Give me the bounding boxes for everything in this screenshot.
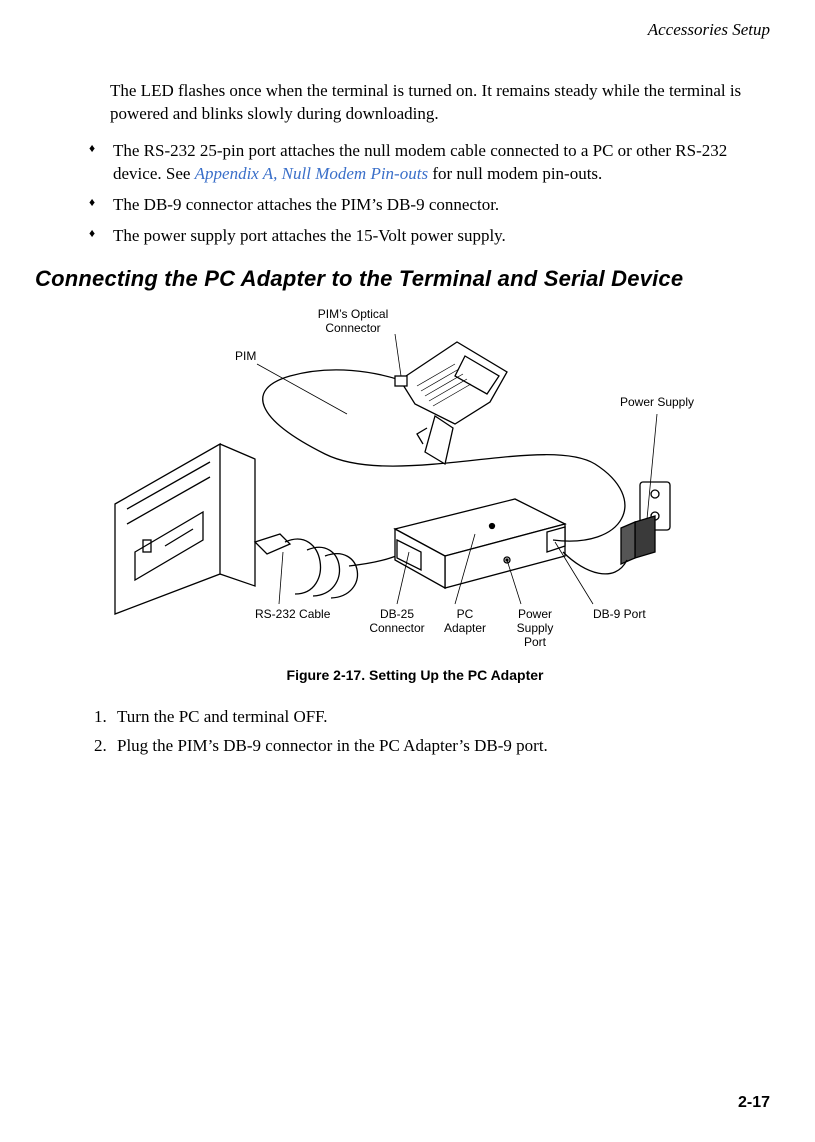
bullet-text-pre: The power supply port attaches the 15-Vo… bbox=[113, 226, 506, 245]
section-heading: Connecting the PC Adapter to the Termina… bbox=[35, 266, 775, 292]
figure-caption: Figure 2-17. Setting Up the PC Adapter bbox=[55, 667, 775, 683]
figure-label-psport-1: Power bbox=[518, 607, 552, 621]
step-item: Plug the PIM’s DB-9 connector in the PC … bbox=[111, 734, 775, 758]
running-header: Accessories Setup bbox=[55, 20, 775, 40]
figure-label-pim: PIM bbox=[235, 349, 256, 363]
figure: PIM PIM’s Optical Connector Power Supply… bbox=[95, 294, 735, 659]
bullet-text-post: for null modem pin-outs. bbox=[428, 164, 602, 183]
figure-label-db25-1: DB-25 bbox=[380, 607, 414, 621]
list-item: The RS-232 25-pin port attaches the null… bbox=[85, 140, 775, 186]
figure-label-db25-2: Connector bbox=[369, 621, 424, 635]
figure-label-optical-2: Connector bbox=[325, 321, 380, 335]
figure-label-psport-2: Supply bbox=[517, 621, 554, 635]
figure-label-psport-3: Port bbox=[524, 635, 547, 649]
bullet-text-pre: The DB-9 connector attaches the PIM’s DB… bbox=[113, 195, 499, 214]
page: Accessories Setup The LED flashes once w… bbox=[0, 0, 815, 1142]
figure-label-optical-1: PIM’s Optical bbox=[318, 307, 388, 321]
figure-illustration: PIM PIM’s Optical Connector Power Supply… bbox=[95, 294, 735, 654]
bullet-list: The RS-232 25-pin port attaches the null… bbox=[85, 140, 775, 248]
intro-paragraph: The LED flashes once when the terminal i… bbox=[110, 80, 775, 126]
steps-list: Turn the PC and terminal OFF. Plug the P… bbox=[85, 705, 775, 759]
figure-label-db9: DB-9 Port bbox=[593, 607, 646, 621]
figure-label-rs232: RS-232 Cable bbox=[255, 607, 331, 621]
step-item: Turn the PC and terminal OFF. bbox=[111, 705, 775, 729]
figure-label-pcadapter-2: Adapter bbox=[444, 621, 486, 635]
page-number: 2-17 bbox=[738, 1094, 770, 1112]
list-item: The power supply port attaches the 15-Vo… bbox=[85, 225, 775, 248]
list-item: The DB-9 connector attaches the PIM’s DB… bbox=[85, 194, 775, 217]
cross-ref-link[interactable]: Appendix A, Null Modem Pin-outs bbox=[195, 164, 428, 183]
figure-label-pcadapter-1: PC bbox=[457, 607, 474, 621]
figure-label-power-supply: Power Supply bbox=[620, 395, 694, 409]
